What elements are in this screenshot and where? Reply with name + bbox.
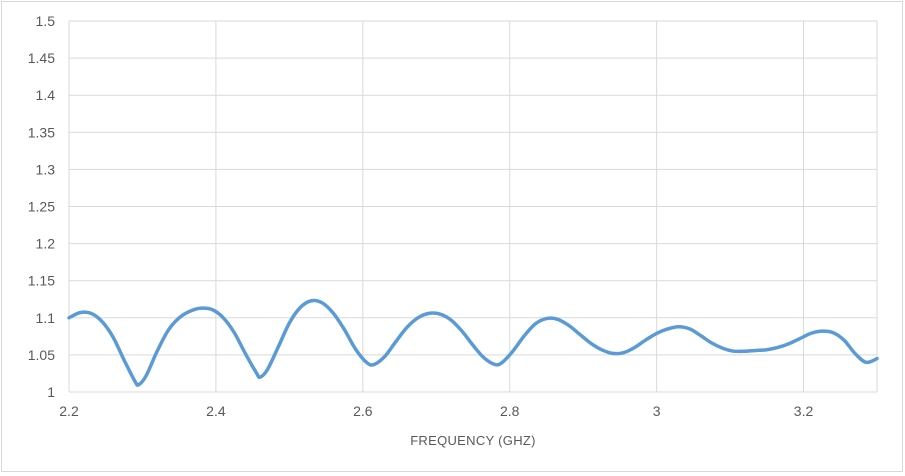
y-tick-label: 1.1 — [36, 310, 56, 326]
y-tick-label: 1 — [47, 384, 55, 400]
x-tick-label: 2.8 — [500, 403, 520, 419]
y-tick-label: 1.5 — [36, 13, 56, 29]
y-tick-label: 1.35 — [28, 124, 55, 140]
x-axis-tick-labels: 2.2 2.4 2.6 2.8 3 3.2 — [59, 403, 813, 419]
y-tick-label: 1.15 — [28, 273, 55, 289]
y-axis-tick-labels: 1 1.05 1.1 1.15 1.2 1.25 1.3 1.35 1.4 1.45 1.5 — [28, 13, 55, 400]
series-line-0 — [67, 298, 879, 387]
series-layer — [67, 298, 879, 387]
x-tick-label: 3 — [653, 403, 661, 419]
x-tick-label: 2.2 — [59, 403, 79, 419]
y-tick-label: 1.45 — [28, 50, 55, 66]
x-tick-label: 2.6 — [353, 403, 373, 419]
x-tick-label: 2.4 — [206, 403, 226, 419]
gridlines — [68, 20, 878, 393]
y-tick-label: 1.4 — [36, 87, 56, 103]
x-tick-label: 3.2 — [794, 403, 814, 419]
y-tick-label: 1.25 — [28, 199, 55, 215]
y-tick-label: 1.2 — [36, 236, 56, 252]
x-axis-title: FREQUENCY (GHZ) — [410, 433, 536, 448]
y-tick-label: 1.05 — [28, 347, 55, 363]
y-tick-label: 1.3 — [36, 161, 56, 177]
